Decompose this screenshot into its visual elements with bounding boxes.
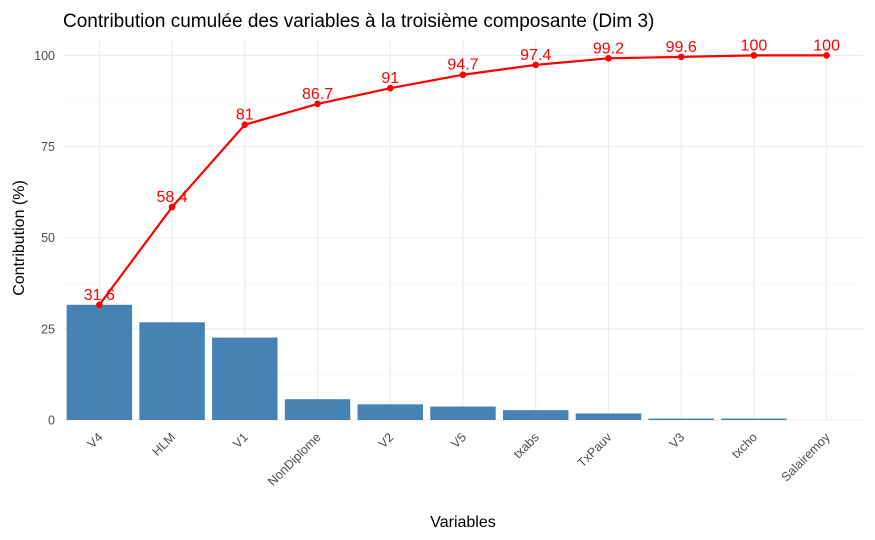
x-tick-label: txcho [729, 430, 760, 461]
bars [66, 304, 787, 420]
cumulative-point-V4 [96, 301, 103, 309]
y-tick-label: 25 [41, 322, 55, 336]
x-tick-label: V1 [230, 430, 251, 451]
bar-NonDiplome [284, 399, 351, 420]
y-tick-label: 100 [34, 49, 55, 63]
bar-V3 [648, 418, 714, 420]
data-label: 91 [381, 70, 399, 87]
x-tick-label: txabs [511, 430, 542, 461]
x-tick-label: V3 [667, 430, 688, 451]
cumulative-point-V1 [241, 121, 249, 128]
x-tick-label: V4 [85, 430, 106, 451]
cumulative-point-TxPauv [605, 55, 612, 62]
bar-V2 [357, 404, 423, 420]
y-tick-label: 75 [41, 140, 55, 154]
x-tick-label: V5 [448, 430, 469, 451]
bar-TxPauv [575, 413, 642, 420]
data-label: 58.4 [157, 189, 188, 206]
data-label: 99.6 [666, 39, 697, 56]
cumulative-point-HLM [168, 203, 176, 211]
x-axis-title: Variables [430, 514, 496, 531]
bar-HLM [139, 322, 205, 420]
y-axis-ticks: 0 25 50 75 100 [34, 49, 55, 428]
data-label: 99.2 [593, 40, 624, 57]
cumulative-point-txcho [750, 52, 758, 59]
bar-V1 [212, 337, 278, 420]
data-label: 86.7 [302, 86, 333, 103]
cumulative-point-NonDiplome [314, 100, 321, 108]
x-tick-label: NonDiplome [265, 430, 324, 489]
bar-txcho [721, 418, 787, 420]
data-label: 94.7 [447, 57, 478, 74]
cumulative-point-txabs [532, 61, 540, 69]
bar-V5 [430, 406, 496, 420]
data-label: 81 [236, 107, 254, 124]
cumulative-point-Salairemoy [823, 52, 830, 59]
y-tick-label: 50 [41, 231, 55, 245]
cumulative-point-V3 [677, 53, 685, 61]
y-tick-label: 0 [48, 414, 55, 428]
data-label: 100 [741, 37, 768, 54]
x-tick-label: V2 [376, 430, 397, 451]
bar-txabs [503, 410, 569, 420]
data-labels: 31.6 58.4 81 86.7 91 94.7 97.4 99.2 99.6 100 100 [84, 37, 840, 303]
data-label: 97.4 [520, 47, 551, 64]
x-tick-label: TxPauv [575, 430, 615, 470]
cumulative-point-V5 [459, 71, 467, 79]
cumulative-point-V2 [386, 84, 394, 92]
x-axis-ticks: V4 HLM V1 NonDiplome V2 V5 txabs TxPauv V3 txcho S… [85, 430, 834, 489]
y-axis-title: Contribution (%) [11, 180, 28, 296]
cumulative-line [96, 52, 830, 309]
data-label: 31.6 [84, 287, 115, 304]
data-label: 100 [813, 37, 840, 54]
chart-title: Contribution cumulée des variables à la … [63, 11, 654, 32]
bar-V4 [66, 304, 133, 420]
x-tick-label: Salairemoy [779, 430, 834, 485]
x-tick-label: HLM [150, 430, 179, 459]
